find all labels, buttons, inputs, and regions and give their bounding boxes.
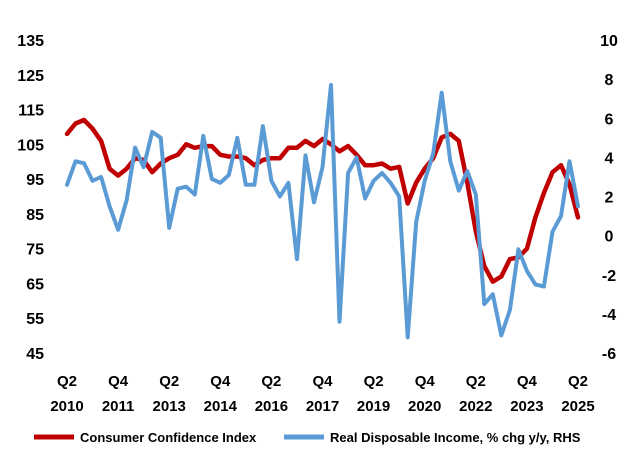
right-axis-tick-label: 6	[605, 111, 614, 128]
left-axis-tick-label: 45	[26, 346, 44, 363]
x-axis-tick-quarter: Q4	[312, 373, 333, 390]
x-axis-tick-year: 2017	[306, 398, 339, 415]
x-axis-tick-year: 2025	[561, 398, 594, 415]
right-axis-tick-label: 8	[605, 72, 614, 89]
left-axis-tick-label: 95	[26, 172, 44, 189]
right-axis-tick-label: -4	[602, 307, 616, 324]
x-axis-tick-year: 2023	[510, 398, 543, 415]
x-axis-tick-quarter: Q2	[261, 373, 281, 390]
legend: Consumer Confidence Index Real Disposable…	[34, 430, 581, 445]
left-axis-tick-label: 85	[26, 207, 44, 224]
x-axis-ticks: Q2 2010 Q4 2011 Q2 2013 Q4 2014 Q2 2016 Q4 2017 Q2 20…	[50, 373, 594, 415]
x-axis-tick-quarter: Q4	[415, 373, 436, 390]
left-axis-tick-label: 55	[26, 311, 44, 328]
x-axis-tick-year: 2010	[50, 398, 83, 415]
x-axis-tick-quarter: Q2	[364, 373, 384, 390]
x-axis-tick-quarter: Q4	[108, 373, 129, 390]
x-axis-tick-year: 2020	[408, 398, 441, 415]
series-layer	[64, 83, 581, 340]
x-axis-tick-year: 2019	[357, 398, 390, 415]
x-axis-tick-quarter: Q2	[57, 373, 77, 390]
x-axis-tick-year: 2022	[459, 398, 492, 415]
left-axis-tick-label: 65	[26, 276, 44, 293]
right-axis-tick-label: 0	[605, 229, 614, 246]
consumer-confidence-line	[64, 117, 581, 284]
right-axis-ticks: -6 -4 -2 0 2 4 6 8 10	[600, 33, 618, 363]
left-axis-ticks: 45 55 65 75 85 95 105 115 125 135	[17, 33, 44, 363]
left-axis-tick-label: 135	[17, 33, 44, 50]
left-axis-tick-label: 125	[17, 68, 44, 85]
right-axis-tick-label: 4	[605, 150, 614, 167]
right-axis-tick-label: 10	[600, 33, 618, 50]
left-axis-tick-label: 105	[17, 137, 44, 154]
x-axis-tick-quarter: Q4	[517, 373, 538, 390]
x-axis-tick-year: 2014	[204, 398, 238, 415]
x-axis-tick-quarter: Q2	[159, 373, 179, 390]
x-axis-tick-quarter: Q2	[466, 373, 486, 390]
legend-label-consumer-confidence: Consumer Confidence Index	[80, 430, 257, 445]
left-axis-tick-label: 75	[26, 242, 44, 259]
x-axis-tick-year: 2013	[153, 398, 186, 415]
x-axis-tick-year: 2016	[255, 398, 288, 415]
real-disposable-income-line	[65, 83, 580, 340]
right-axis-tick-label: -6	[602, 346, 616, 363]
x-axis-tick-year: 2011	[102, 398, 135, 415]
legend-label-real-disposable-income: Real Disposable Income, % chg y/y, RHS	[330, 430, 581, 445]
left-axis-tick-label: 115	[18, 103, 44, 120]
x-axis-tick-quarter: Q2	[568, 373, 588, 390]
right-axis-tick-label: -2	[602, 268, 616, 285]
right-axis-tick-label: 2	[605, 190, 614, 207]
x-axis-tick-quarter: Q4	[210, 373, 231, 390]
